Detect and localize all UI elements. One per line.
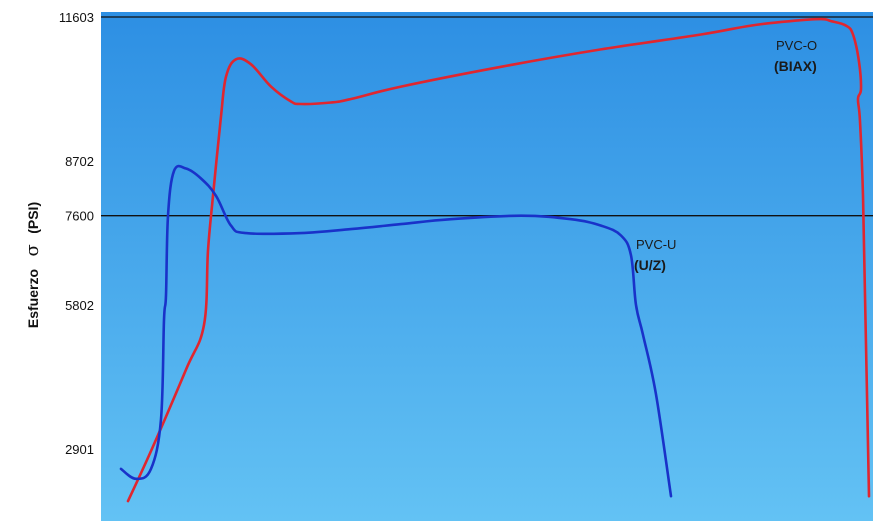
y-axis-unit: (PSI)	[25, 202, 41, 234]
series-label-pvc-u: PVC-U	[636, 237, 676, 252]
y-tick-label: 2901	[65, 442, 94, 457]
series-sublabel-pvc-u: (U/Z)	[634, 257, 666, 273]
y-axis-ticks: 11603 8702 7600 5802 2901	[59, 10, 94, 457]
series-line-pvc-u	[119, 164, 673, 498]
svg-text:Esfuerzo σ (PSI): Esfuerzo σ (PSI)	[22, 202, 43, 328]
y-axis-title: Esfuerzo	[25, 269, 41, 328]
series-label-pvc-o: PVC-O	[776, 38, 817, 53]
y-tick-label: 11603	[59, 10, 94, 25]
series-line-pvc-o	[126, 17, 871, 503]
y-tick-label: 5802	[65, 298, 94, 313]
series-sublabel-pvc-o: (BIAX)	[774, 58, 817, 74]
y-axis-label: Esfuerzo σ (PSI)	[22, 202, 43, 328]
series-labels: PVC-O (BIAX) PVC-U (U/Z)	[634, 38, 817, 273]
y-tick-label: 8702	[65, 154, 94, 169]
plot-area	[101, 12, 873, 521]
series-lines	[119, 17, 871, 503]
y-tick-label: 7600	[65, 209, 94, 224]
sigma-symbol: σ	[22, 244, 43, 256]
